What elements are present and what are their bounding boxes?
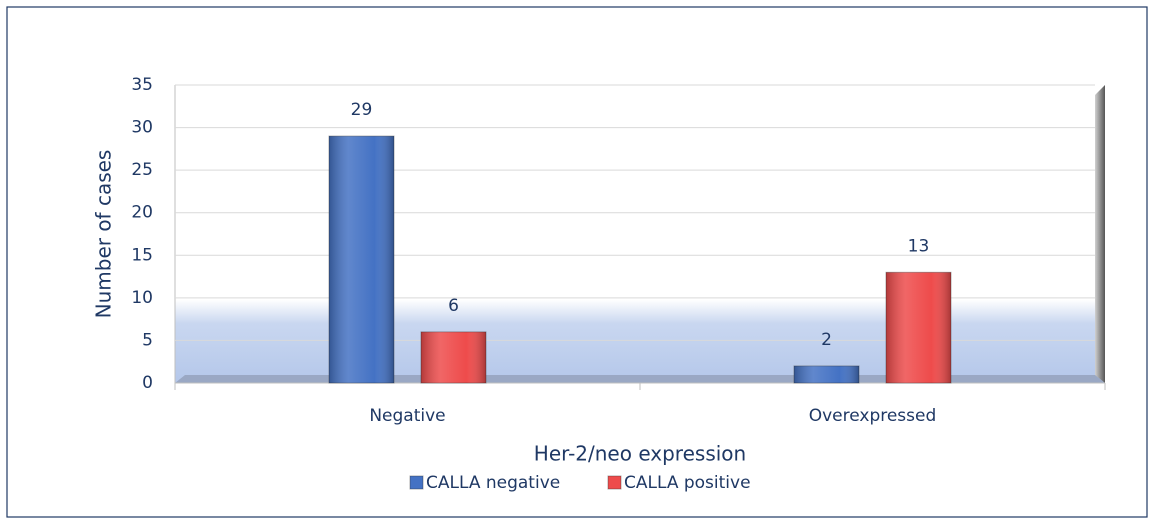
data-label: 29 bbox=[351, 100, 373, 120]
y-axis-title: Number of cases bbox=[92, 150, 116, 319]
legend-swatch bbox=[607, 475, 622, 490]
data-label: 6 bbox=[448, 296, 459, 316]
y-tick-label: 30 bbox=[131, 118, 153, 138]
data-label: 13 bbox=[908, 236, 930, 256]
x-tick-label: Overexpressed bbox=[809, 406, 937, 426]
y-tick-label: 35 bbox=[131, 75, 153, 95]
bar bbox=[328, 135, 395, 384]
legend-swatch bbox=[409, 475, 424, 490]
y-tick-label: 10 bbox=[131, 288, 153, 308]
bar bbox=[793, 365, 860, 384]
plot-wall bbox=[175, 85, 1105, 383]
y-tick-label: 25 bbox=[131, 160, 153, 180]
data-label: 2 bbox=[821, 330, 832, 350]
plot-side bbox=[1095, 85, 1105, 383]
x-axis-title: Her-2/neo expression bbox=[534, 442, 746, 466]
x-tick-label: Negative bbox=[369, 406, 445, 426]
y-tick-label: 15 bbox=[131, 245, 153, 265]
bar bbox=[420, 331, 487, 384]
bar bbox=[885, 271, 952, 384]
legend-label: CALLA positive bbox=[624, 473, 751, 493]
y-tick-label: 0 bbox=[142, 373, 153, 393]
y-tick-label: 20 bbox=[131, 203, 153, 223]
plot-floor bbox=[175, 375, 1105, 383]
y-tick-label: 5 bbox=[142, 330, 153, 350]
legend-label: CALLA negative bbox=[426, 473, 560, 493]
